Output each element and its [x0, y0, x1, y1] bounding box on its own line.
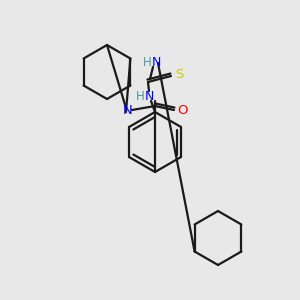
Text: O: O	[177, 103, 187, 116]
Text: S: S	[175, 68, 183, 82]
Text: N: N	[123, 103, 133, 116]
Text: H: H	[136, 89, 144, 103]
Text: N: N	[144, 89, 154, 103]
Text: N: N	[151, 56, 161, 70]
Text: H: H	[142, 56, 152, 70]
